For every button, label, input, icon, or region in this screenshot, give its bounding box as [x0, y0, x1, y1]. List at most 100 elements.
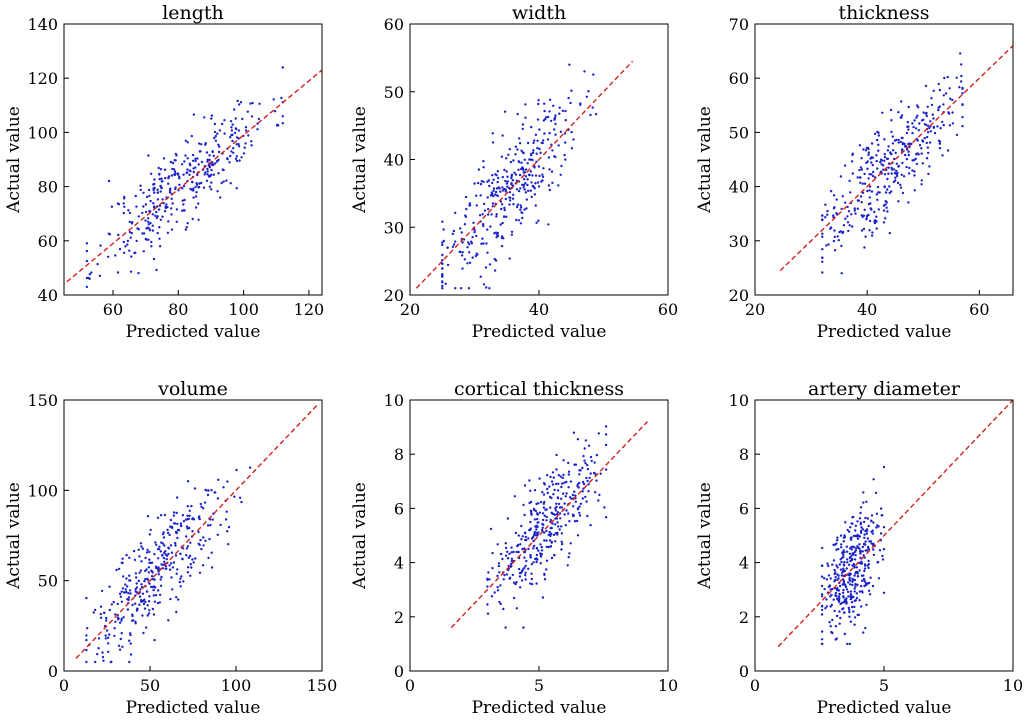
- scatter-point: [524, 116, 527, 119]
- scatter-point: [885, 201, 888, 204]
- scatter-point: [900, 114, 904, 117]
- scatter-point: [861, 545, 864, 549]
- scatter-point: [123, 591, 126, 594]
- scatter-point: [847, 229, 850, 233]
- scatter-point: [154, 586, 157, 589]
- scatter-point: [168, 191, 172, 194]
- scatter-point: [510, 183, 513, 186]
- scatter-point: [882, 591, 886, 594]
- scatter-point: [166, 528, 169, 532]
- scatter-point: [546, 491, 549, 495]
- scatter-point: [897, 200, 900, 203]
- scatter-point: [276, 123, 279, 127]
- scatter-point: [230, 129, 234, 132]
- scatter-point: [147, 227, 151, 230]
- scatter-point: [446, 246, 449, 249]
- scatter-point: [838, 592, 841, 596]
- scatter-point: [928, 141, 932, 144]
- scatter-point: [102, 659, 105, 662]
- scatter-point: [870, 208, 873, 211]
- scatter-point: [570, 130, 573, 134]
- scatter-point: [585, 500, 588, 503]
- scatter-point: [156, 547, 160, 551]
- scatter-point: [195, 183, 199, 186]
- scatter-point: [895, 174, 899, 178]
- scatter-point: [101, 651, 104, 654]
- scatter-point: [517, 160, 520, 163]
- scatter-point: [105, 616, 108, 620]
- scatter-point: [121, 557, 124, 560]
- scatter-point: [913, 119, 916, 122]
- scatter-point: [524, 578, 527, 581]
- scatter-point: [503, 168, 506, 172]
- scatter-point: [821, 271, 824, 274]
- scatter-point: [902, 175, 906, 178]
- scatter-point: [547, 156, 551, 159]
- scatter-point: [870, 542, 873, 545]
- scatter-point: [142, 631, 145, 635]
- x-tick-label: 40: [529, 300, 549, 319]
- scatter-point: [570, 147, 574, 150]
- scatter-point: [837, 239, 840, 242]
- scatter-point: [575, 519, 579, 523]
- scatter-point: [832, 559, 836, 562]
- scatter-point: [571, 493, 575, 497]
- scatter-point: [846, 221, 850, 224]
- scatter-point: [161, 553, 164, 557]
- scatter-point: [493, 257, 496, 261]
- scatter-point: [159, 578, 162, 581]
- scatter-point: [878, 549, 882, 552]
- scatter-point: [522, 503, 525, 507]
- scatter-point: [163, 168, 167, 171]
- scatter-point: [508, 191, 512, 194]
- scatter-point: [534, 204, 537, 207]
- scatter-point: [861, 215, 864, 219]
- scatter-point: [899, 186, 903, 189]
- scatter-point: [182, 203, 185, 206]
- scatter-point: [532, 561, 535, 564]
- scatter-point: [149, 528, 152, 532]
- scatter-point: [529, 582, 532, 585]
- scatter-point: [870, 173, 873, 176]
- scatter-point: [153, 186, 156, 190]
- scatter-point: [554, 114, 557, 117]
- scatter-point: [829, 190, 833, 193]
- scatter-point: [210, 114, 214, 117]
- scatter-point: [541, 141, 544, 145]
- scatter-point: [841, 556, 844, 559]
- scatter-point: [163, 513, 167, 517]
- scatter-point: [851, 152, 854, 155]
- scatter-point: [128, 589, 132, 592]
- scatter-point: [579, 502, 583, 505]
- scatter-point: [546, 474, 549, 477]
- scatter-point: [181, 187, 184, 190]
- scatter-point: [441, 220, 444, 223]
- scatter-point: [541, 526, 544, 529]
- scatter-point: [228, 161, 231, 164]
- scatter-point: [865, 532, 868, 535]
- scatter-point: [520, 167, 523, 171]
- scatter-point: [863, 536, 866, 539]
- scatter-point: [139, 542, 143, 545]
- scatter-point: [537, 165, 541, 168]
- scatter-point: [107, 179, 111, 183]
- scatter-point: [175, 572, 178, 575]
- scatter-point: [135, 586, 139, 589]
- scatter-point: [179, 522, 183, 525]
- scatter-point: [539, 562, 542, 565]
- scatter-point: [529, 520, 532, 524]
- scatter-point: [838, 563, 841, 566]
- scatter-point: [116, 618, 120, 621]
- scatter-point: [858, 535, 861, 538]
- scatter-point: [523, 566, 526, 570]
- scatter-point: [194, 195, 198, 198]
- x-axis-label: Predicted value: [126, 698, 261, 718]
- scatter-point: [907, 172, 911, 175]
- scatter-point: [234, 117, 237, 120]
- scatter-point: [884, 191, 888, 194]
- scatter-point: [240, 156, 243, 159]
- scatter-point: [482, 160, 485, 163]
- scatter-point: [99, 244, 102, 247]
- scatter-point: [504, 188, 507, 191]
